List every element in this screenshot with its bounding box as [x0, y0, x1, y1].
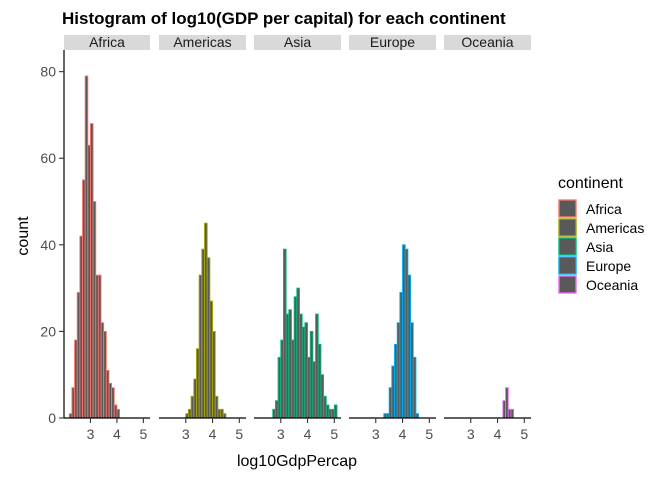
facet-label-asia: Asia — [284, 34, 311, 50]
legend-key-oceania — [558, 275, 577, 294]
facet-label-americas: Americas — [173, 34, 231, 50]
x-tick-label: 5 — [235, 426, 243, 442]
facet-strip-oceania — [444, 35, 531, 50]
y-tick-label: 20 — [40, 323, 56, 339]
x-tick-label: 3 — [277, 426, 285, 442]
facet-label-oceania: Oceania — [461, 34, 513, 50]
x-tick-label: 3 — [467, 426, 475, 442]
y-axis-title: count — [15, 216, 32, 256]
facet-oceania: Oceania 3 4 5 — [444, 34, 531, 442]
facet-label-africa: Africa — [89, 34, 125, 50]
x-tick-label: 4 — [209, 426, 217, 442]
x-tick-label: 5 — [139, 426, 147, 442]
x-tick-label: 3 — [182, 426, 190, 442]
facet-africa: Africa 3 4 5 — [64, 34, 150, 442]
legend-title: continent — [558, 175, 623, 192]
x-tick-label: 4 — [304, 426, 312, 442]
legend-label-africa: Africa — [586, 201, 622, 217]
legend-key-asia — [558, 237, 577, 256]
legend: continent Africa Americas Asia Europe Oceani… — [558, 175, 644, 294]
facet-strip-africa — [64, 35, 150, 50]
x-tick-label: 5 — [330, 426, 338, 442]
facet-europe: Europe 3 4 5 — [349, 34, 436, 442]
x-tick-label: 4 — [113, 426, 121, 442]
facet-strip-europe — [349, 35, 436, 50]
legend-label-americas: Americas — [586, 220, 644, 236]
x-tick-label: 4 — [399, 426, 407, 442]
x-tick-label: 5 — [425, 426, 433, 442]
y-tick-label: 40 — [40, 237, 56, 253]
legend-key-americas — [558, 218, 577, 237]
legend-key-africa — [558, 199, 577, 218]
legend-label-asia: Asia — [586, 239, 613, 255]
x-axis-title: log10GdpPercap — [237, 453, 357, 470]
y-tick-label: 0 — [48, 410, 56, 426]
y-tick-label: 60 — [40, 150, 56, 166]
chart-title: Histogram of log10(GDP per capital) for … — [62, 9, 506, 28]
x-tick-label: 3 — [87, 426, 95, 442]
histogram-bar — [415, 413, 420, 419]
facet-label-europe: Europe — [370, 34, 415, 50]
histogram-bar — [510, 408, 515, 419]
histogram-bar — [412, 356, 417, 419]
x-tick-label: 3 — [372, 426, 380, 442]
legend-label-europe: Europe — [586, 258, 631, 274]
facet-asia: Asia 3 4 5 — [254, 34, 341, 442]
y-axis: 0 20 40 60 80 — [40, 50, 65, 426]
facet-strip-americas — [159, 35, 246, 50]
facet-strip-asia — [254, 35, 341, 50]
legend-label-oceania: Oceania — [586, 277, 638, 293]
x-tick-label: 5 — [520, 426, 528, 442]
x-tick-label: 4 — [494, 426, 502, 442]
histogram-bar — [333, 404, 338, 419]
y-tick-label: 80 — [40, 64, 56, 80]
legend-key-europe — [558, 256, 577, 275]
facet-americas: Americas 3 4 5 — [159, 34, 246, 442]
histogram-bar — [222, 413, 227, 419]
histogram-bar — [116, 408, 121, 419]
